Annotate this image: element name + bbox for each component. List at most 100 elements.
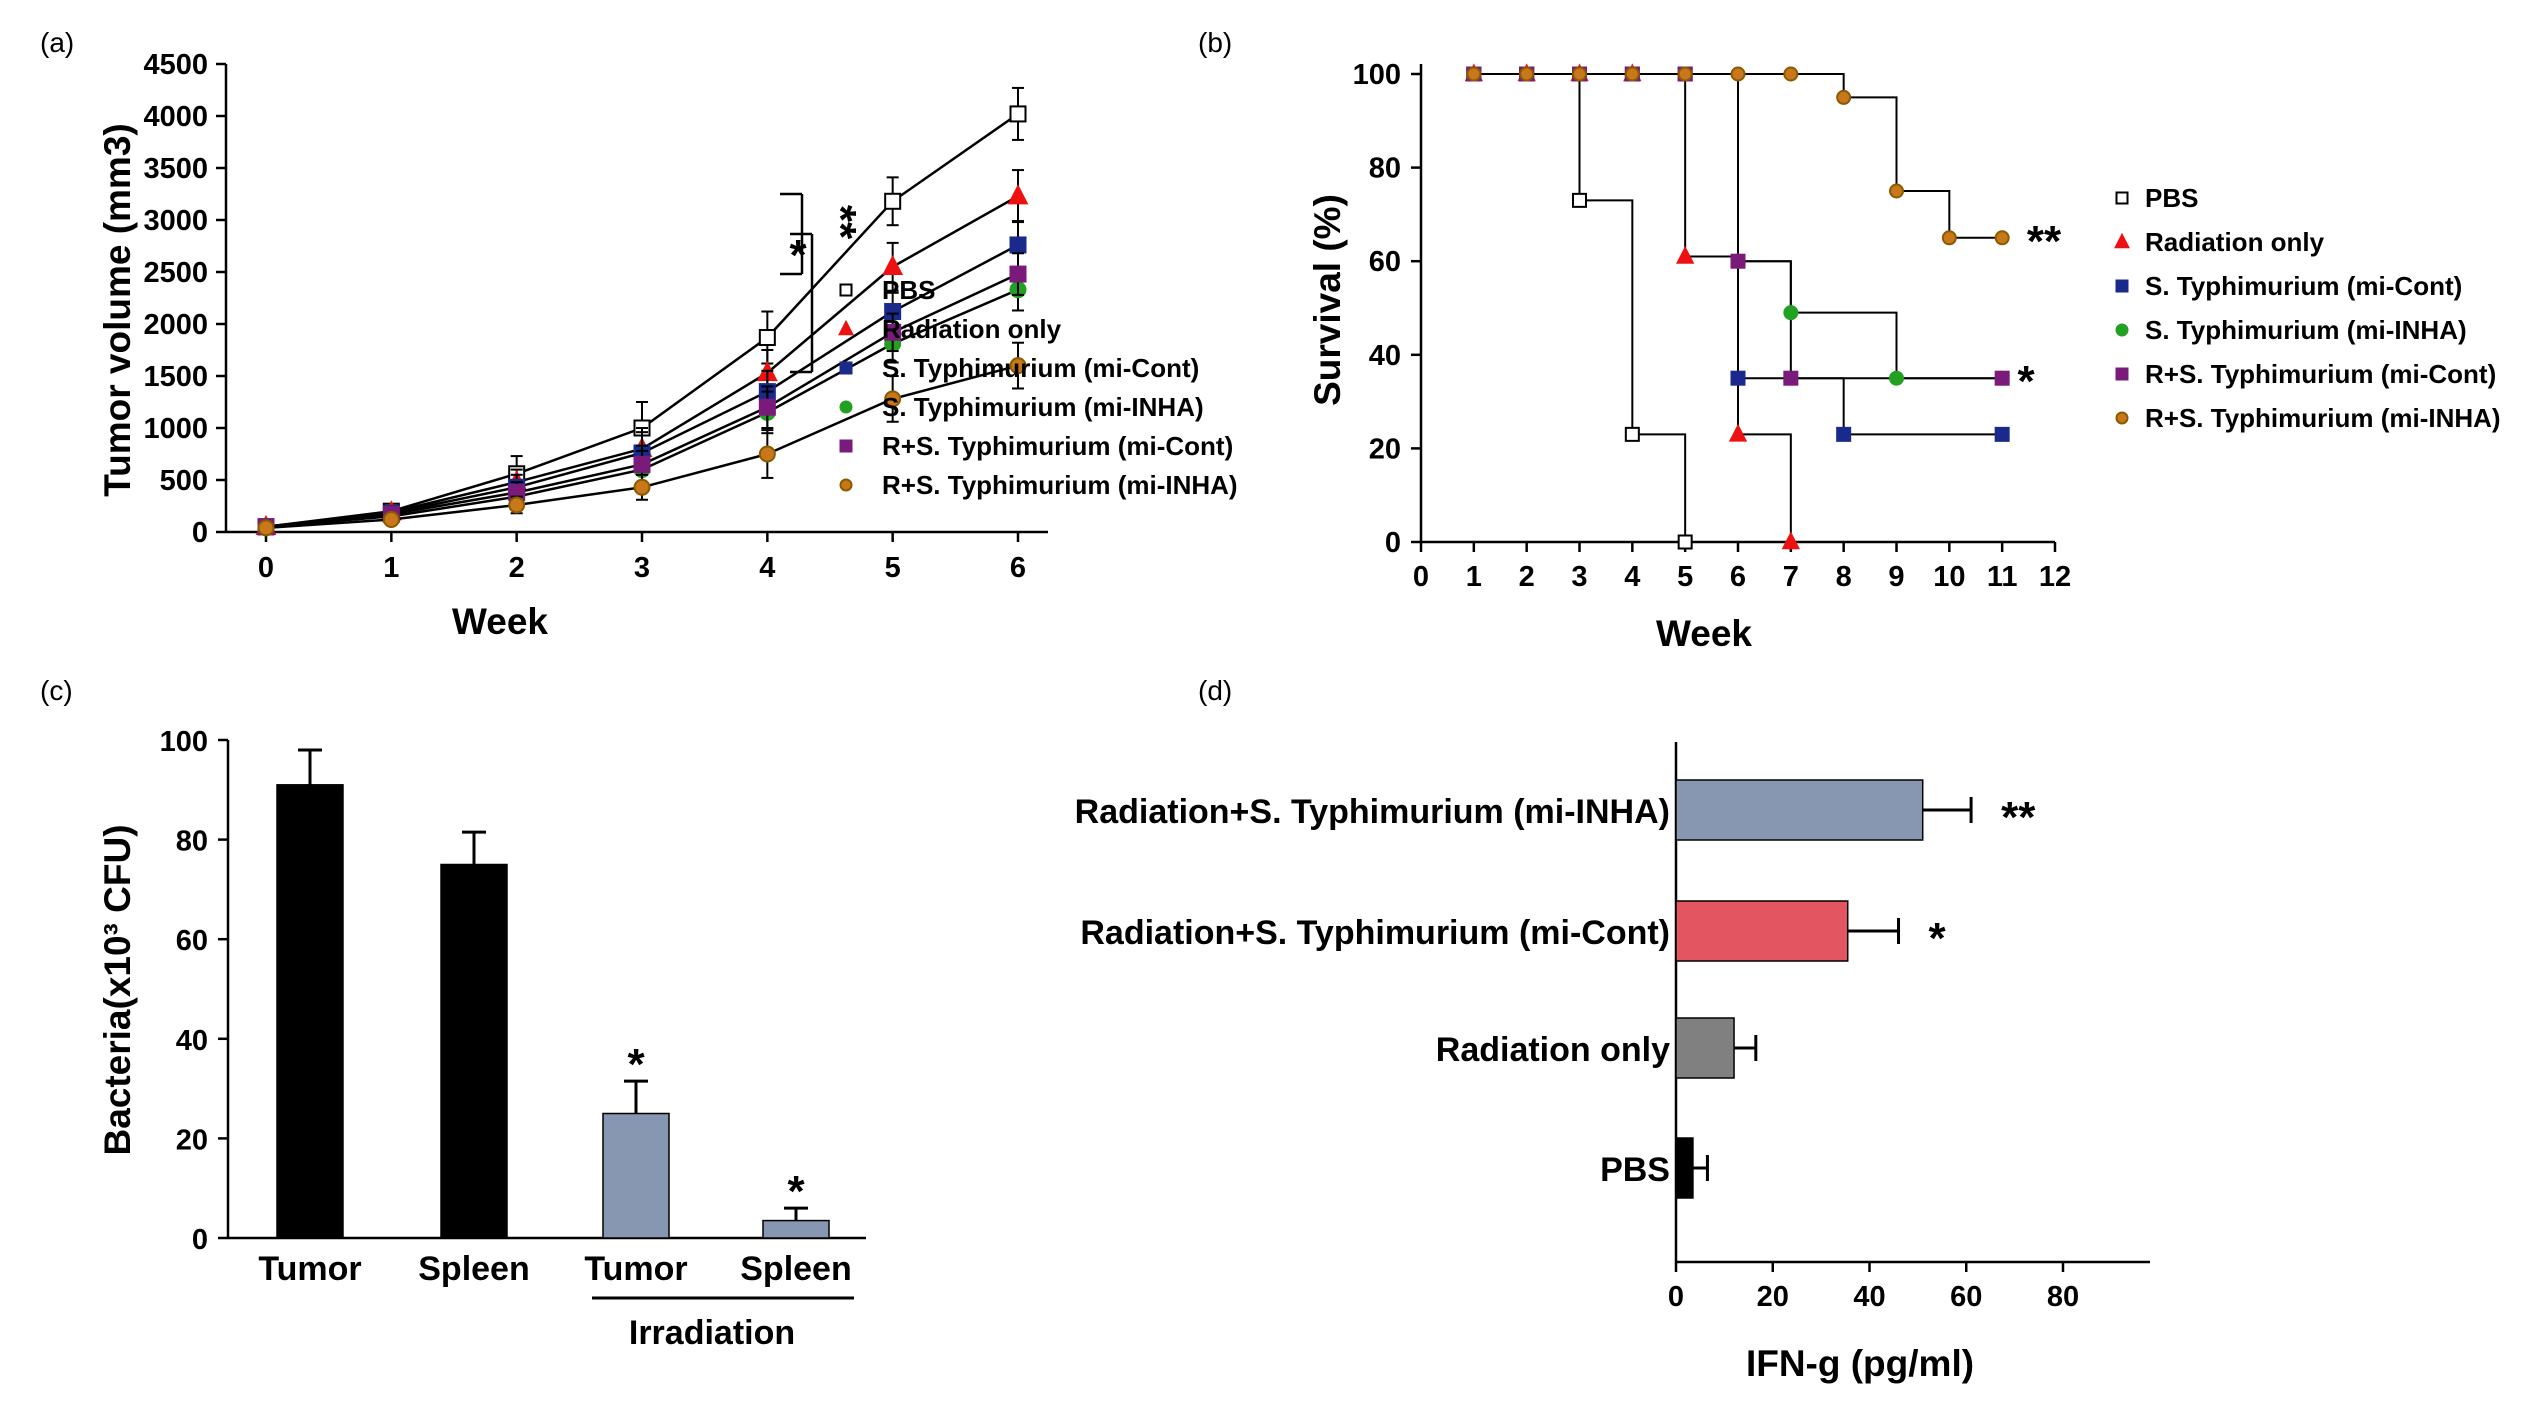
y-tick-label: 20 [176,1124,208,1156]
data-point-r-s-typhimurium-mi-inha [1836,89,1852,105]
x-axis-title: IFN-g (pg/ml) [1746,1343,1974,1384]
legend-marker-r-s-typhimurium-mi-inha [2115,411,2129,425]
legend-marker-radiation-only [838,319,854,336]
y-tick-label: 100 [160,726,208,758]
legend-marker-r-s-typhimurium-mi-inha [839,478,853,492]
x-tick-label: 8 [1836,561,1852,593]
x-tick-label: 9 [1888,561,1904,593]
bar-1 [276,784,344,1239]
bar-3 [1675,1017,1735,1079]
x-tick-label: 6 [1010,552,1026,584]
category-label-1: Radiation+S. Typhimurium (mi-INHA) [1075,793,1670,831]
data-point-r-s-typhimurium-mi-inha [1519,66,1535,82]
data-point-r-s-typhimurium-mi-inha [633,478,651,496]
x-axis-title: Week [1656,613,1752,654]
y-tick-label: 100 [1353,59,1401,91]
y-axis-title: Tumor volume (mm3) [97,123,138,496]
y-tick-label: 1500 [143,361,208,393]
data-point-r-s-typhimurium-mi-inha [382,511,400,529]
y-tick-label: 4500 [143,49,208,81]
data-point-r-s-typhimurium-mi-inha [1466,66,1482,82]
x-tick-label: 10 [1933,561,1965,593]
y-tick-label: 80 [176,826,208,858]
bar-3 [602,1112,670,1239]
x-tick-label: 4 [759,552,775,584]
data-point-radiation-only [1728,423,1748,442]
x-tick-label: 11 [1987,561,2018,593]
data-point-r-s-typhimurium-mi-inha [1009,357,1027,375]
y-axis-title: Bacteria(x10³ CFU) [97,824,138,1155]
x-tick-label: 1 [1466,561,1482,593]
y-tick-label: 80 [1369,153,1401,185]
category-label-2: Spleen [418,1250,529,1288]
category-label-4: Spleen [740,1250,851,1288]
bar-4 [762,1219,830,1239]
y-tick-label: 4000 [143,101,208,133]
data-point-pbs [1677,534,1693,550]
data-point-r-s-typhimurium-mi-inha [884,390,902,408]
legend-marker-s-typhimurium-mi-cont [839,361,853,375]
data-point-pbs [1009,105,1027,123]
data-point-pbs [884,192,902,210]
category-label-1: Tumor [258,1250,361,1288]
y-tick-label: 2500 [143,257,208,289]
legend-marker-r-s-typhimurium-mi-cont [839,439,853,453]
bar-1 [1675,779,1924,841]
data-point-radiation-only [1781,531,1801,550]
bar-4 [1675,1137,1694,1199]
bar-2 [1675,900,1849,962]
x-tick-label: 40 [1853,1281,1885,1313]
data-point-s-typhimurium-mi-cont [1730,370,1746,386]
y-tick-label: 40 [176,1025,208,1057]
data-point-r-s-typhimurium-mi-cont [1730,253,1746,269]
panel-c-chart: 0 20 40 60 80 100 Bacteria(x10³ CFU) Tumor Splee… [97,726,866,1352]
data-point-r-s-typhimurium-mi-inha [508,496,526,514]
legend-marker-radiation-only [2114,232,2130,249]
x-tick-label: 2 [509,552,525,584]
data-point-r-s-typhimurium-mi-cont [1994,370,2010,386]
category-label-4: PBS [1600,1151,1670,1189]
panel-label-4: (d) [1198,675,1232,706]
y-tick-label: 3500 [143,153,208,185]
data-point-r-s-typhimurium-mi-cont [1783,370,1799,386]
data-point-s-typhimurium-mi-cont [1009,236,1027,254]
data-point-s-typhimurium-mi-inha [1783,305,1799,321]
y-tick-label: 0 [192,517,208,549]
data-point-r-s-typhimurium-mi-inha [1730,66,1746,82]
x-tick-label: 3 [634,552,650,584]
significance-marker: ** [2001,793,2036,842]
data-point-r-s-typhimurium-mi-inha [1941,230,1957,246]
x-tick-label: 20 [1757,1281,1789,1313]
legend-label-s-typhimurium-mi-inha: S. Typhimurium (mi-INHA) [882,392,1204,422]
x-tick-label: 7 [1783,561,1799,593]
data-point-r-s-typhimurium-mi-inha [257,519,275,537]
y-tick-label: 60 [176,925,208,957]
x-tick-label: 5 [1677,561,1693,593]
survival-line-r-s-typhimurium-mi-inha [1473,73,2003,239]
y-tick-label: 40 [1369,340,1401,372]
legend-label-r-s-typhimurium-mi-cont: R+S. Typhimurium (mi-Cont) [2145,359,2496,389]
group-label: Irradiation [629,1314,795,1352]
panel-d-chart: 0 20 40 60 80 IFN-g (pg/ml) Radiation+S. Typhi… [1075,742,2150,1384]
legend-label-s-typhimurium-mi-cont: S. Typhimurium (mi-Cont) [2145,271,2462,301]
panel-a-chart: 0 500 1000 1500 2000 2500 3000 3500 4000 4500 0 1 2 3… [97,49,1238,642]
y-tick-label: 3000 [143,205,208,237]
legend-label-r-s-typhimurium-mi-cont: R+S. Typhimurium (mi-Cont) [882,431,1233,461]
y-tick-label: 500 [160,465,208,497]
significance-marker: ** [2027,217,2062,266]
legend-label-pbs: PBS [2145,183,2198,213]
x-tick-label: 0 [1668,1281,1684,1313]
bar-2 [440,863,508,1239]
x-tick-label: 4 [1624,561,1640,593]
significance-marker: * [789,231,807,280]
significance-marker: * [1929,914,1947,963]
category-label-3: Tumor [584,1250,687,1288]
survival-line-pbs [1473,73,1687,542]
x-tick-label: 2 [1519,561,1535,593]
data-point-s-typhimurium-mi-inha [1889,370,1904,386]
significance-marker: * [2017,357,2035,406]
x-tick-label: 3 [1571,561,1587,593]
panel-label-2: (b) [1198,27,1232,58]
x-tick-label: 6 [1730,561,1746,593]
data-point-r-s-typhimurium-mi-cont [758,398,776,416]
